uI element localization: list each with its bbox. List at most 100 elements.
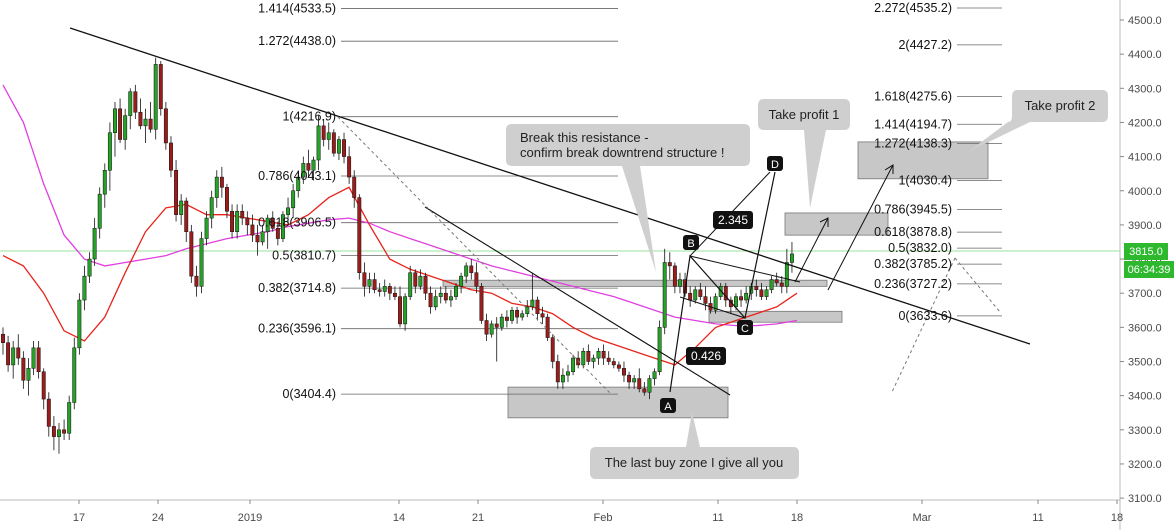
candle-body-144 bbox=[734, 296, 738, 308]
candle-body-94 bbox=[479, 286, 484, 321]
candle-body-112 bbox=[571, 357, 576, 372]
candle-body-138 bbox=[703, 296, 708, 304]
resistance-note-line-1: Break this resistance - bbox=[520, 130, 649, 145]
candle-body-69 bbox=[352, 176, 357, 198]
price-tag: 3815.0 06:34:39 bbox=[1124, 243, 1174, 278]
main-downtrend-line bbox=[69, 27, 1031, 345]
candle-body-131 bbox=[667, 262, 672, 267]
candle-body-45 bbox=[230, 210, 235, 232]
ratio-label-2345: 2.345 bbox=[718, 213, 748, 227]
y-tick-label-13: 3200.0 bbox=[1128, 459, 1162, 471]
candle-body-136 bbox=[693, 289, 698, 301]
ratio-label-0426-box bbox=[686, 347, 726, 365]
candle-body-62 bbox=[316, 125, 321, 161]
countdown-value: 06:34:39 bbox=[1128, 264, 1171, 276]
candle-body-46 bbox=[235, 210, 240, 232]
candle-body-102 bbox=[520, 313, 525, 318]
candle-body-9 bbox=[46, 398, 51, 427]
candle-body-92 bbox=[469, 265, 474, 273]
candle-body-121 bbox=[616, 364, 621, 369]
candle-body-133 bbox=[678, 279, 682, 287]
candle-body-31 bbox=[158, 64, 163, 110]
y-tick-label-10: 3500.0 bbox=[1128, 357, 1162, 369]
fib-label-left_fib-0: 1.414(4533.5) bbox=[258, 2, 336, 16]
fib-label-right_fib_upper-2: 1.618(4275.6) bbox=[874, 90, 952, 104]
candle-body-67 bbox=[342, 139, 346, 157]
candle-body-80 bbox=[408, 272, 413, 297]
candle-body-17 bbox=[87, 258, 92, 277]
candle-body-29 bbox=[148, 118, 153, 130]
tp2-arrowhead bbox=[884, 164, 894, 174]
x-axis-ticks: 17 24 2019 14 21 Feb 11 18 Mar 11 18 bbox=[73, 500, 1123, 524]
fib-label-right_fib_upper-0: 2.272(4535.2) bbox=[874, 1, 952, 15]
candle-body-148 bbox=[754, 286, 759, 291]
zones-layer bbox=[442, 141, 989, 419]
candle-body-100 bbox=[510, 310, 514, 321]
candle-body-81 bbox=[413, 272, 418, 287]
x-tick-label-2: 2019 bbox=[238, 512, 262, 524]
fib-label-right_fib_lower-3: 0.382(3785.2) bbox=[874, 257, 952, 271]
candle-body-13 bbox=[67, 402, 72, 434]
candle-body-70 bbox=[357, 197, 362, 273]
candle-body-84 bbox=[428, 292, 433, 308]
candle-body-110 bbox=[560, 374, 565, 383]
x-tick-label-1: 24 bbox=[152, 512, 164, 524]
candle-body-47 bbox=[240, 210, 245, 219]
candle-body-89 bbox=[454, 286, 458, 297]
countdown-box bbox=[1124, 261, 1174, 278]
candle-body-1 bbox=[6, 342, 11, 366]
candle-body-142 bbox=[723, 286, 728, 301]
candle-body-26 bbox=[133, 91, 138, 113]
candle-body-152 bbox=[774, 279, 779, 284]
point-b-box bbox=[683, 235, 699, 250]
candle-body-42 bbox=[214, 176, 219, 198]
candle-body-82 bbox=[418, 275, 423, 287]
point-c-box bbox=[737, 320, 753, 335]
candle-body-153 bbox=[779, 282, 784, 287]
candle-body-65 bbox=[331, 132, 336, 154]
ratio-label-0426: 0.426 bbox=[691, 349, 721, 363]
candle-body-88 bbox=[448, 296, 453, 301]
candle-body-60 bbox=[306, 163, 311, 171]
fib-label-left_fib-6: 0.382(3714.8) bbox=[258, 281, 336, 295]
candle-body-122 bbox=[622, 368, 626, 376]
fib-label-left_fib-4: 0.618(3906.5) bbox=[258, 216, 336, 230]
candle-body-16 bbox=[82, 275, 87, 301]
point-c-label: C bbox=[741, 323, 749, 335]
candle-body-23 bbox=[118, 108, 123, 140]
fib-diagonal-dashed bbox=[337, 116, 611, 394]
pattern-labels: 2.345 0.426 A B C D bbox=[660, 156, 783, 413]
candle-body-38 bbox=[194, 275, 199, 287]
candle-body-20 bbox=[102, 170, 107, 195]
y-axis-ticks: 4500.0 4400.0 4300.0 4200.0 4100.0 4000.0 3900… bbox=[1120, 15, 1162, 505]
fib-label-right_fib_upper-1: 2(4427.2) bbox=[898, 38, 952, 52]
candle-body-71 bbox=[362, 272, 367, 287]
candle-body-66 bbox=[336, 139, 341, 154]
candle-body-105 bbox=[535, 299, 540, 314]
resistance-note-line-2: confirm break downtrend structure ! bbox=[520, 145, 724, 160]
candle-body-113 bbox=[576, 357, 581, 366]
take-profit-2-bubble bbox=[968, 90, 1108, 152]
x-tick-label-5: Feb bbox=[594, 512, 613, 524]
ema-fast-line bbox=[2, 186, 798, 366]
candle-body-39 bbox=[199, 238, 204, 287]
tp1-arrow-line bbox=[794, 217, 829, 283]
fibonacci-layer bbox=[341, 7, 1002, 395]
candle-body-129 bbox=[657, 327, 662, 372]
x-tick-label-10: 18 bbox=[1111, 512, 1123, 524]
resistance-note-bubble bbox=[506, 124, 750, 272]
candle-body-4 bbox=[21, 357, 26, 381]
candle-body-2 bbox=[11, 347, 16, 366]
candle-body-74 bbox=[377, 289, 382, 292]
candle-body-63 bbox=[321, 125, 326, 140]
take-profit-2-text: Take profit 2 bbox=[1025, 98, 1096, 113]
candle-body-10 bbox=[51, 426, 56, 437]
candle-body-33 bbox=[169, 142, 173, 171]
candle-body-35 bbox=[179, 200, 184, 215]
candle-body-37 bbox=[189, 231, 194, 277]
fib-label-right_fib_lower-5: 0(3633.6) bbox=[898, 309, 952, 323]
candle-body-27 bbox=[138, 111, 143, 127]
y-tick-label-6: 3900.0 bbox=[1128, 220, 1162, 232]
point-d-label: D bbox=[771, 159, 779, 171]
